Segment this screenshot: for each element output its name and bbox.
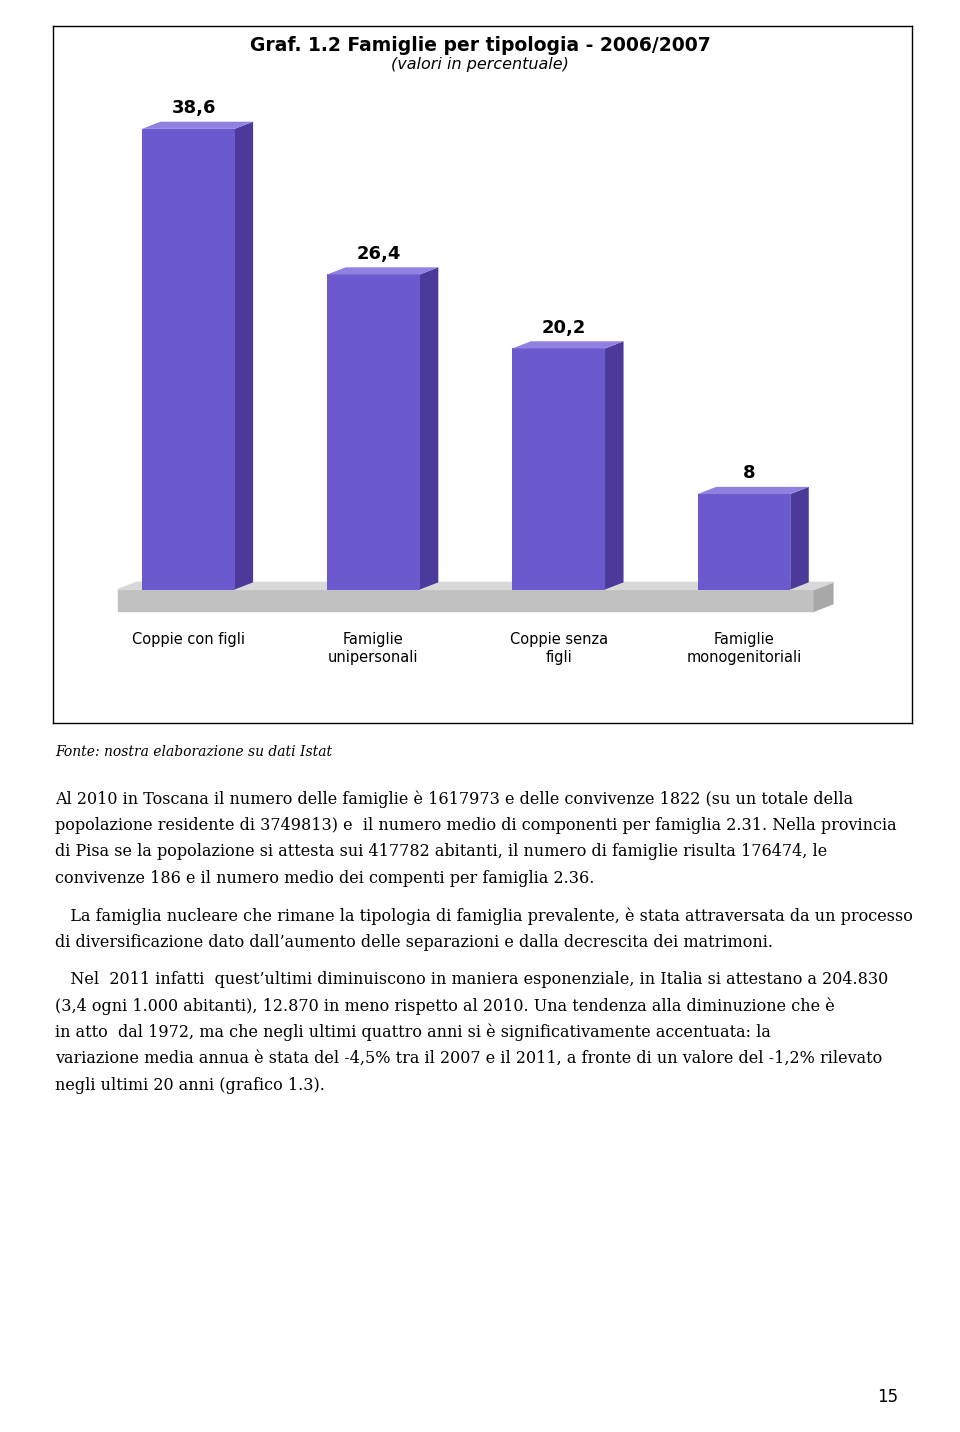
Polygon shape xyxy=(790,487,808,590)
Polygon shape xyxy=(698,494,790,590)
Text: Famiglie
monogenitoriali: Famiglie monogenitoriali xyxy=(686,633,802,664)
Polygon shape xyxy=(698,487,808,494)
Text: 38,6: 38,6 xyxy=(172,99,216,117)
Text: Fonte: nostra elaborazione su dati Istat: Fonte: nostra elaborazione su dati Istat xyxy=(56,745,333,759)
Polygon shape xyxy=(513,348,605,590)
Text: Nel  2011 infatti  quest’ultimi diminuiscono in maniera esponenziale, in Italia : Nel 2011 infatti quest’ultimi diminuisco… xyxy=(55,971,888,988)
Polygon shape xyxy=(118,590,814,611)
Text: 8: 8 xyxy=(743,464,756,483)
Polygon shape xyxy=(327,268,439,275)
Polygon shape xyxy=(814,583,833,611)
Text: convivenze 186 e il numero medio dei compenti per famiglia 2.36.: convivenze 186 e il numero medio dei com… xyxy=(55,871,594,886)
Text: (valori in percentuale): (valori in percentuale) xyxy=(391,57,569,72)
Text: Coppie con figli: Coppie con figli xyxy=(132,633,245,647)
Text: La famiglia nucleare che rimane la tipologia di famiglia prevalente, è stata att: La famiglia nucleare che rimane la tipol… xyxy=(55,906,913,925)
Polygon shape xyxy=(142,129,234,590)
Polygon shape xyxy=(420,268,439,590)
Text: Al 2010 in Toscana il numero delle famiglie è 1617973 e delle convivenze 1822 (s: Al 2010 in Toscana il numero delle famig… xyxy=(55,790,852,808)
Polygon shape xyxy=(234,122,253,590)
Text: Graf. 1.2 Famiglie per tipologia - 2006/2007: Graf. 1.2 Famiglie per tipologia - 2006/… xyxy=(250,36,710,54)
Text: negli ultimi 20 anni (grafico 1.3).: negli ultimi 20 anni (grafico 1.3). xyxy=(55,1077,324,1094)
Text: in atto  dal 1972, ma che negli ultimi quattro anni si è significativamente acce: in atto dal 1972, ma che negli ultimi qu… xyxy=(55,1024,771,1041)
Polygon shape xyxy=(513,341,624,348)
Text: Coppie senza
figli: Coppie senza figli xyxy=(510,633,608,664)
Text: variazione media annua è stata del -4,5% tra il 2007 e il 2011, a fronte di un v: variazione media annua è stata del -4,5%… xyxy=(55,1050,882,1067)
Polygon shape xyxy=(327,275,420,590)
Text: 26,4: 26,4 xyxy=(357,245,401,262)
Text: Famiglie
unipersonali: Famiglie unipersonali xyxy=(328,633,419,664)
Polygon shape xyxy=(605,341,624,590)
Text: popolazione residente di 3749813) e  il numero medio di componenti per famiglia : popolazione residente di 3749813) e il n… xyxy=(55,816,897,833)
Polygon shape xyxy=(118,583,833,590)
Text: di Pisa se la popolazione si attesta sui 417782 abitanti, il numero di famiglie : di Pisa se la popolazione si attesta sui… xyxy=(55,843,827,861)
Text: (3,4 ogni 1.000 abitanti), 12.870 in meno rispetto al 2010. Una tendenza alla di: (3,4 ogni 1.000 abitanti), 12.870 in men… xyxy=(55,997,834,1015)
Text: 15: 15 xyxy=(877,1388,899,1406)
Polygon shape xyxy=(142,122,253,129)
Text: 20,2: 20,2 xyxy=(542,318,587,337)
Text: di diversificazione dato dall’aumento delle separazioni e dalla decrescita dei m: di diversificazione dato dall’aumento de… xyxy=(55,934,773,951)
